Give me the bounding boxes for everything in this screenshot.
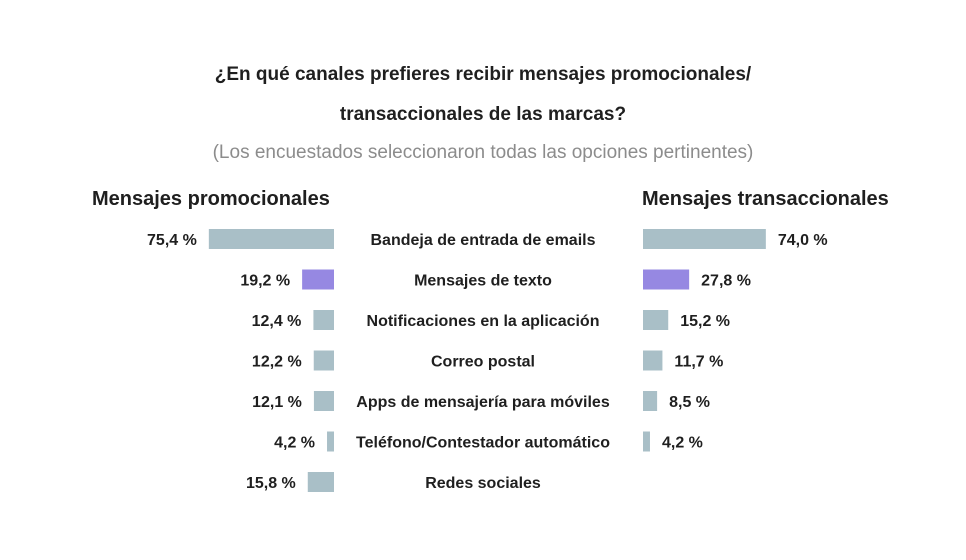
category-label: Redes sociales	[425, 475, 541, 492]
category-label: Apps de mensajería para móviles	[356, 394, 610, 411]
transactional-value-label: 8,5 %	[669, 394, 710, 411]
promotional-bar	[313, 310, 334, 330]
category-label: Correo postal	[431, 354, 535, 371]
promotional-bar	[208, 229, 334, 249]
transactional-bar	[643, 269, 690, 290]
transactional-bar	[643, 350, 663, 371]
promotional-value-label: 12,1 %	[252, 394, 302, 411]
promotional-bar	[307, 472, 334, 492]
transactional-bar	[643, 391, 658, 411]
promotional-bar	[327, 431, 334, 452]
transactional-value-label: 27,8 %	[701, 273, 751, 290]
promotional-value-label: 12,2 %	[252, 354, 302, 371]
chart-title-line-1: ¿En qué canales prefieres recibir mensaj…	[214, 64, 752, 85]
promotional-bar	[302, 269, 334, 290]
transactional-value-label: 74,0 %	[778, 232, 828, 249]
transactional-bar	[643, 229, 766, 249]
promotional-value-label: 15,8 %	[246, 475, 296, 492]
chart-title-line-2: transaccionales de las marcas?	[339, 104, 627, 125]
promotional-value-label: 12,4 %	[252, 313, 302, 330]
chart-subtitle: (Los encuestados seleccionaron todas las…	[212, 142, 754, 163]
category-label: Bandeja de entrada de emails	[371, 232, 596, 249]
promotional-value-label: 75,4 %	[147, 232, 197, 249]
category-label: Mensajes de texto	[414, 273, 552, 290]
category-label: Notificaciones en la aplicación	[367, 313, 600, 330]
transactional-value-label: 4,2 %	[662, 435, 703, 452]
transactional-bar	[643, 310, 669, 330]
promotional-bar	[313, 391, 334, 411]
transactional-value-label: 11,7 %	[674, 354, 723, 371]
transactional-value-label: 15,2 %	[680, 313, 730, 330]
promotional-value-label: 19,2 %	[240, 273, 290, 290]
promotional-bar	[313, 350, 334, 371]
transactional-panel-title: Mensajes transaccionales	[642, 188, 889, 210]
transactional-bar	[643, 431, 650, 452]
promotional-panel-title: Mensajes promocionales	[92, 188, 330, 210]
promotional-value-label: 4,2 %	[274, 435, 315, 452]
category-label: Teléfono/Contestador automático	[356, 435, 610, 452]
